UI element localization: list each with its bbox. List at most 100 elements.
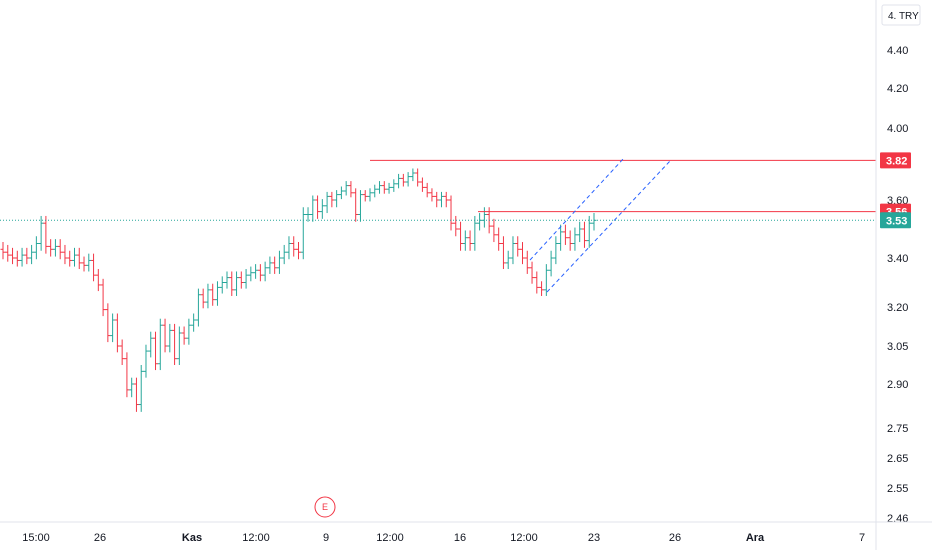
- ohlc-bar: [29, 244, 35, 265]
- ohlc-bar: [281, 244, 287, 265]
- price-labels: 3.823.563.53: [880, 152, 911, 229]
- ohlc-bar: [362, 190, 368, 202]
- ohlc-bar: [315, 195, 321, 219]
- time-tick-label: 7: [859, 532, 865, 544]
- ohlc-bar: [272, 256, 278, 274]
- ohlc-bar: [329, 191, 335, 208]
- ohlc-bar: [510, 236, 516, 265]
- price-label-badge: 3.82: [880, 152, 911, 169]
- earnings-marker-circle[interactable]: [314, 496, 336, 518]
- ohlc-bar: [157, 318, 163, 371]
- ohlc-bar: [558, 224, 564, 251]
- time-axis-ticks: 15:00 26 Kas 12:00 9 12:00 16 12:00 23 26 Ara 7: [22, 532, 865, 544]
- ohlc-bar: [43, 215, 49, 254]
- ohlc-bar: [424, 182, 430, 198]
- ohlc-bar: [496, 227, 502, 251]
- parallel-channel-drawing[interactable]: [529, 157, 671, 293]
- ohlc-bar: [300, 207, 306, 260]
- ohlc-bar: [324, 191, 330, 214]
- price-label-text: 3.53: [886, 215, 907, 227]
- ohlc-bar: [529, 261, 535, 284]
- ohlc-bar: [76, 247, 82, 270]
- ohlc-bar: [577, 221, 583, 243]
- ohlc-bar: [572, 227, 578, 251]
- ohlc-bar: [372, 184, 378, 198]
- ohlc-bar: [453, 215, 459, 237]
- time-tick-label: 26: [94, 532, 106, 544]
- ohlc-bar: [539, 281, 545, 296]
- ohlc-bar: [477, 213, 483, 231]
- ohlc-bar: [143, 344, 149, 378]
- channel-lower-line[interactable]: [546, 160, 671, 293]
- ohlc-bar: [14, 250, 20, 267]
- ohlc-bar: [248, 266, 254, 282]
- time-tick-label: 12:00: [510, 532, 538, 544]
- ohlc-bar: [400, 173, 406, 187]
- ohlc-bar: [176, 326, 182, 365]
- ohlc-bar: [343, 181, 349, 196]
- ohlc-bar: [114, 313, 120, 353]
- price-label-badge: 3.53: [880, 212, 911, 229]
- candlestick-series: [0, 168, 597, 412]
- ohlc-bar: [200, 288, 206, 309]
- ohlc-bar: [467, 230, 473, 251]
- ohlc-bar: [52, 239, 58, 257]
- ohlc-bar: [434, 191, 440, 208]
- time-axis[interactable]: 15:00 26 Kas 12:00 9 12:00 16 12:00 23 26 Ara 7: [0, 521, 932, 544]
- ohlc-bar: [405, 172, 411, 187]
- channel-upper-line[interactable]: [529, 157, 625, 261]
- ohlc-bar: [491, 218, 497, 243]
- price-tick-label: 2.55: [887, 483, 908, 495]
- time-tick-label: 12:00: [242, 532, 270, 544]
- ohlc-bar: [48, 239, 54, 257]
- ohlc-bar: [10, 247, 16, 265]
- ohlc-bar: [234, 271, 240, 296]
- time-tick-label: 9: [323, 532, 329, 544]
- ohlc-bar: [377, 181, 383, 194]
- ohlc-bar: [19, 247, 25, 267]
- price-tick-label: 3.05: [887, 341, 908, 353]
- currency-badge[interactable]: [881, 4, 921, 26]
- ohlc-bar: [438, 191, 444, 208]
- ohlc-bar: [91, 253, 97, 282]
- ohlc-bar: [429, 188, 435, 202]
- ohlc-bar: [224, 271, 230, 289]
- time-tick-label: Kas: [182, 532, 202, 544]
- ohlc-bar: [353, 188, 359, 222]
- ohlc-bar: [396, 173, 402, 189]
- ohlc-bar: [257, 264, 263, 282]
- time-tick-label: 26: [669, 532, 681, 544]
- ohlc-bar: [243, 269, 249, 289]
- time-tick-label: 16: [454, 532, 466, 544]
- ohlc-bar: [110, 313, 116, 343]
- ohlc-bar: [310, 195, 316, 222]
- ohlc-bar: [448, 195, 454, 231]
- ohlc-bar: [286, 236, 292, 260]
- earnings-marker[interactable]: E: [314, 496, 336, 518]
- ohlc-bar: [129, 377, 135, 398]
- ohlc-bar: [458, 221, 464, 251]
- price-axis-ticks: 4.404.204.003.603.403.203.052.902.752.65…: [887, 45, 908, 525]
- ohlc-bar: [586, 215, 592, 248]
- ohlc-bar: [500, 236, 506, 270]
- ohlc-bar: [581, 221, 587, 248]
- ohlc-bar: [162, 318, 168, 353]
- ohlc-bar: [38, 215, 44, 251]
- ohlc-bar: [591, 213, 597, 231]
- ohlc-bar: [229, 271, 235, 296]
- price-tick-label: 3.40: [887, 253, 908, 265]
- ohlc-bar: [553, 236, 559, 265]
- price-axis[interactable]: 4. TRY 4.404.204.003.603.403.203.052.902…: [875, 0, 921, 550]
- ohlc-bar: [105, 303, 111, 343]
- ohlc-bar: [67, 250, 73, 267]
- ohlc-bar: [219, 276, 225, 294]
- ohlc-bar: [214, 281, 220, 306]
- horizontal-price-lines[interactable]: [370, 159, 876, 213]
- ohlc-bar: [153, 331, 159, 371]
- ohlc-bar: [357, 190, 363, 222]
- ohlc-bar: [338, 186, 344, 200]
- ohlc-bar: [0, 242, 6, 260]
- ohlc-bar: [148, 331, 154, 358]
- ohlc-bar: [57, 239, 63, 260]
